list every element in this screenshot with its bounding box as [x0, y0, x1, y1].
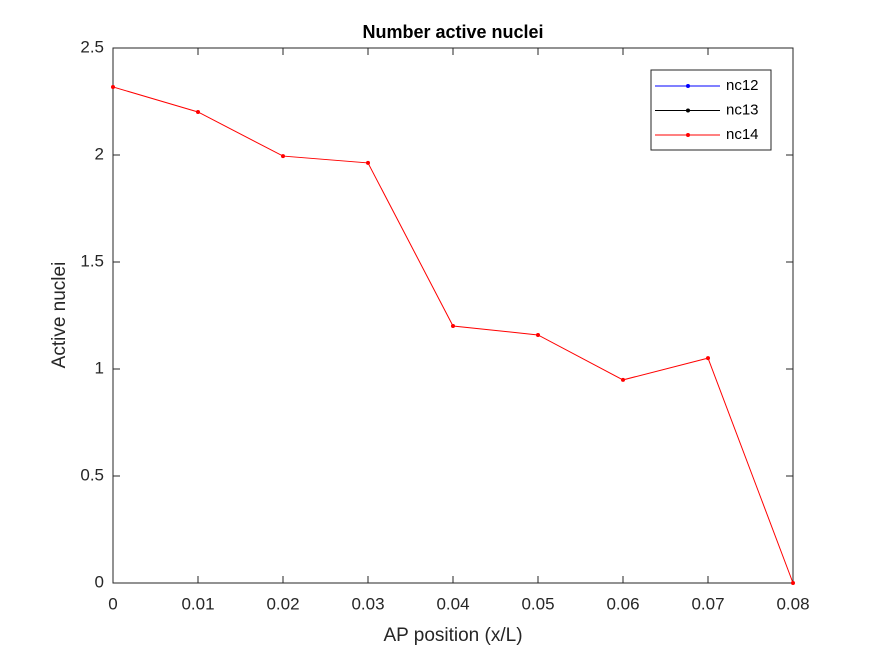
y-tick-label: 1.5 [80, 251, 104, 270]
point [111, 84, 115, 89]
legend-marker [686, 108, 690, 113]
legend-label: nc13 [726, 101, 759, 118]
point [366, 160, 370, 165]
y-tick-label: 0.5 [80, 465, 104, 484]
point [621, 377, 625, 382]
point [281, 154, 285, 159]
x-axis-label: AP position (x/L) [383, 625, 522, 646]
point [196, 109, 200, 114]
legend-marker [686, 133, 690, 137]
x-tick-label: 0.03 [351, 594, 384, 613]
x-tick-label: 0 [108, 594, 117, 613]
chart-title: Number active nuclei [362, 22, 543, 42]
point [706, 356, 710, 361]
y-tick-label: 0 [95, 572, 104, 591]
x-tick-label: 0.02 [266, 594, 299, 613]
x-tick-label: 0.08 [776, 594, 809, 613]
x-tick-label: 0.01 [181, 594, 214, 613]
x-tick-label: 0.05 [521, 594, 554, 613]
y-tick-label: 2.5 [80, 37, 104, 56]
x-tick-label: 0.07 [691, 594, 724, 613]
legend-label: nc14 [726, 126, 759, 143]
y-tick-label: 1 [95, 358, 104, 377]
legend-marker [686, 84, 690, 88]
y-tick-label: 2 [95, 144, 104, 163]
point [536, 332, 540, 337]
y-axis-label: Active nuclei [49, 262, 70, 369]
x-tick-label: 0.04 [436, 594, 469, 613]
point [791, 581, 795, 585]
x-tick-label: 0.06 [606, 594, 639, 613]
legend-label: nc12 [726, 77, 759, 94]
point [451, 323, 455, 328]
